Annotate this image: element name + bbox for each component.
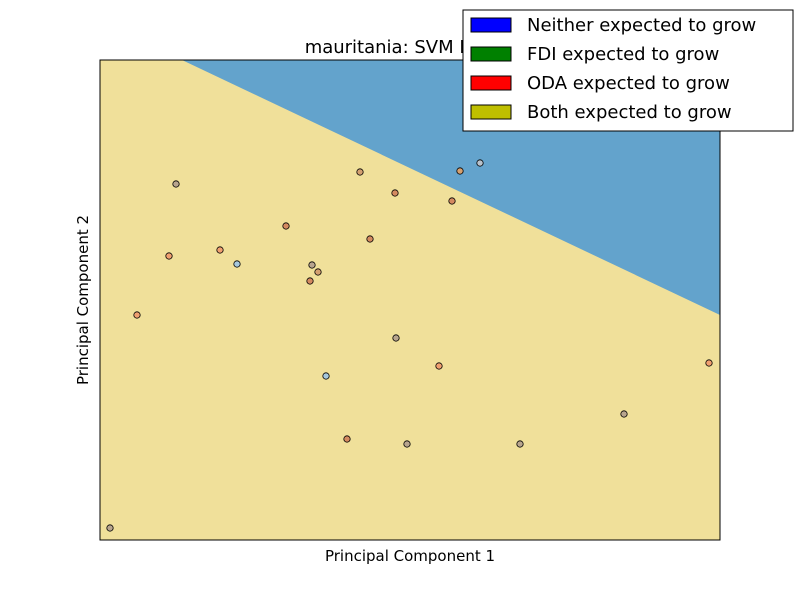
data-point [322, 372, 330, 380]
legend-box [462, 9, 794, 132]
x-axis-label: Principal Component 1 [325, 547, 495, 565]
data-point [308, 261, 316, 269]
data-point [133, 311, 141, 319]
data-point [343, 435, 351, 443]
legend-swatch [470, 46, 512, 62]
legend-swatch [470, 75, 512, 91]
data-point [448, 197, 456, 205]
legend: Neither expected to grow FDI expected to … [462, 9, 794, 132]
legend-swatch [470, 104, 512, 120]
data-point [314, 268, 322, 276]
data-point [233, 260, 241, 268]
legend-label: Both expected to grow [527, 102, 732, 123]
data-point [456, 167, 464, 175]
legend-swatch [470, 17, 512, 33]
data-point [435, 362, 443, 370]
data-point [356, 168, 364, 176]
data-point [392, 334, 400, 342]
data-point [216, 246, 224, 254]
data-point [282, 222, 290, 230]
data-point [391, 189, 399, 197]
plot-frame [99, 59, 721, 541]
data-point [705, 359, 713, 367]
data-point [172, 180, 180, 188]
data-point [165, 252, 173, 260]
data-point [516, 440, 524, 448]
data-point [403, 440, 411, 448]
data-point [620, 410, 628, 418]
y-axis-label: Principal Component 2 [74, 215, 92, 385]
legend-label: ODA expected to grow [527, 73, 730, 94]
data-point [106, 524, 114, 532]
legend-label: FDI expected to grow [527, 44, 719, 65]
data-point [306, 277, 314, 285]
plot-area [99, 59, 721, 541]
data-point [366, 235, 374, 243]
legend-label: Neither expected to grow [527, 15, 756, 36]
data-point [476, 159, 484, 167]
